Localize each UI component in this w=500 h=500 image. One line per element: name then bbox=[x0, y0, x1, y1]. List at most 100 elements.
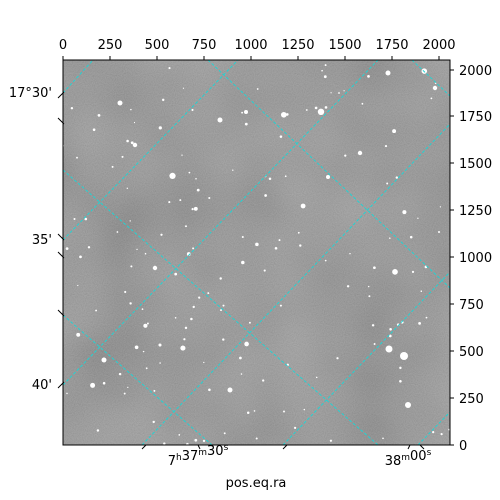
star bbox=[160, 233, 163, 236]
star bbox=[303, 408, 306, 411]
star bbox=[92, 128, 96, 131]
star bbox=[193, 206, 198, 211]
star bbox=[127, 386, 129, 389]
star bbox=[321, 69, 323, 72]
star bbox=[399, 379, 402, 383]
star bbox=[153, 389, 156, 392]
star bbox=[79, 255, 82, 259]
star bbox=[190, 317, 193, 321]
star bbox=[293, 426, 297, 430]
star bbox=[161, 98, 165, 102]
star bbox=[368, 285, 370, 288]
star bbox=[169, 172, 176, 180]
star bbox=[438, 231, 440, 233]
star bbox=[90, 382, 96, 388]
star bbox=[430, 97, 433, 100]
bright-star bbox=[385, 70, 391, 76]
grid-line bbox=[417, 411, 450, 445]
star bbox=[399, 366, 402, 370]
bright-star bbox=[227, 387, 233, 393]
star bbox=[207, 292, 210, 295]
star bbox=[179, 199, 182, 202]
star bbox=[241, 235, 244, 239]
star bbox=[389, 237, 391, 239]
top-tick-label: 1250 bbox=[281, 38, 314, 53]
star bbox=[180, 345, 186, 351]
star bbox=[77, 284, 79, 287]
star bbox=[343, 90, 345, 92]
star bbox=[263, 269, 266, 272]
right-tick-label: 0 bbox=[459, 439, 467, 454]
star bbox=[246, 411, 250, 414]
dec-tick-mark bbox=[57, 381, 65, 389]
star bbox=[392, 269, 398, 275]
star bbox=[305, 109, 308, 111]
ra-tick-mark bbox=[407, 444, 411, 450]
star bbox=[87, 246, 91, 249]
star-field bbox=[63, 64, 450, 445]
plot-frame bbox=[62, 59, 451, 446]
star bbox=[183, 338, 186, 341]
star bbox=[76, 332, 81, 337]
star bbox=[192, 247, 195, 250]
star bbox=[143, 323, 148, 328]
star bbox=[181, 154, 183, 156]
star bbox=[146, 322, 149, 325]
dec-tick-label: 35' bbox=[32, 233, 52, 248]
top-tick-label: 1000 bbox=[234, 38, 267, 53]
star bbox=[409, 235, 413, 239]
star bbox=[188, 171, 191, 174]
grid-line bbox=[63, 60, 94, 94]
top-tick-label: 250 bbox=[98, 38, 123, 53]
star bbox=[284, 175, 287, 178]
star bbox=[186, 442, 189, 445]
star bbox=[126, 187, 128, 189]
grid-line bbox=[411, 60, 450, 97]
star bbox=[195, 177, 197, 180]
ra-tick-label: 7h37m30s bbox=[168, 443, 229, 469]
star bbox=[417, 217, 419, 219]
star bbox=[129, 302, 132, 305]
x-axis-label: pos.eq.ra bbox=[226, 476, 287, 491]
star bbox=[240, 373, 243, 375]
star bbox=[329, 439, 333, 442]
star bbox=[70, 106, 74, 110]
star bbox=[159, 362, 161, 364]
bright-star bbox=[405, 402, 411, 408]
star bbox=[300, 203, 306, 209]
bright-star bbox=[152, 265, 158, 271]
star bbox=[111, 165, 114, 168]
bright-star bbox=[400, 352, 408, 360]
dec-tick-mark bbox=[57, 251, 65, 259]
star bbox=[192, 305, 195, 309]
right-tick-label: 2000 bbox=[459, 64, 492, 79]
bright-star bbox=[385, 345, 393, 353]
star bbox=[130, 265, 133, 268]
star bbox=[349, 252, 351, 255]
dec-tick-mark bbox=[57, 309, 65, 317]
star bbox=[264, 194, 267, 197]
star bbox=[285, 113, 289, 116]
star bbox=[76, 156, 78, 159]
star bbox=[255, 437, 258, 440]
bright-star bbox=[217, 117, 223, 123]
star bbox=[241, 111, 244, 114]
grid-line bbox=[141, 123, 450, 445]
star bbox=[388, 334, 392, 338]
grid-line bbox=[63, 60, 239, 241]
star bbox=[256, 88, 259, 90]
ra-tick-mark bbox=[197, 444, 201, 450]
star bbox=[241, 260, 245, 265]
grid-line bbox=[282, 271, 450, 445]
declination-axis: 17°30' 35' 40' bbox=[9, 86, 65, 393]
star bbox=[373, 343, 376, 345]
star bbox=[145, 367, 148, 370]
star bbox=[223, 432, 226, 435]
star bbox=[299, 244, 302, 247]
star bbox=[222, 304, 225, 307]
star bbox=[96, 429, 100, 432]
star bbox=[278, 239, 281, 242]
star bbox=[255, 242, 259, 247]
star bbox=[253, 410, 256, 412]
star bbox=[297, 231, 300, 234]
